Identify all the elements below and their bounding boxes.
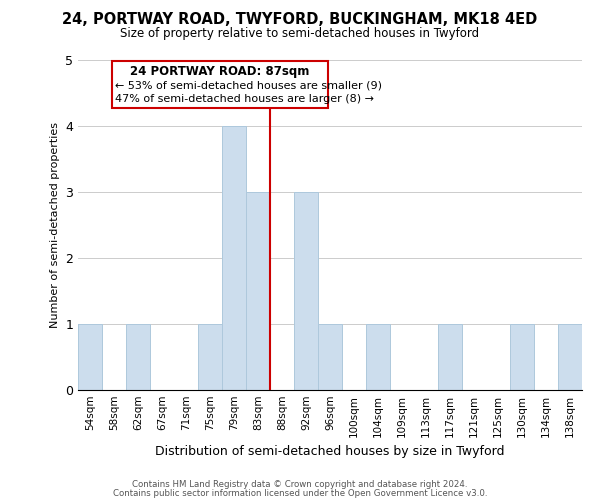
Bar	[438, 324, 462, 390]
Text: ← 53% of semi-detached houses are smaller (9): ← 53% of semi-detached houses are smalle…	[115, 80, 382, 90]
Text: Contains HM Land Registry data © Crown copyright and database right 2024.: Contains HM Land Registry data © Crown c…	[132, 480, 468, 489]
X-axis label: Distribution of semi-detached houses by size in Twyford: Distribution of semi-detached houses by …	[155, 446, 505, 458]
Bar	[318, 324, 342, 390]
Bar	[510, 324, 534, 390]
Text: 47% of semi-detached houses are larger (8) →: 47% of semi-detached houses are larger (…	[115, 94, 374, 104]
Bar	[78, 324, 102, 390]
Bar	[222, 126, 246, 390]
Bar	[294, 192, 318, 390]
Bar	[558, 324, 582, 390]
Text: 24, PORTWAY ROAD, TWYFORD, BUCKINGHAM, MK18 4ED: 24, PORTWAY ROAD, TWYFORD, BUCKINGHAM, M…	[62, 12, 538, 28]
Text: Contains public sector information licensed under the Open Government Licence v3: Contains public sector information licen…	[113, 488, 487, 498]
Bar	[246, 192, 270, 390]
Y-axis label: Number of semi-detached properties: Number of semi-detached properties	[50, 122, 59, 328]
Text: Size of property relative to semi-detached houses in Twyford: Size of property relative to semi-detach…	[121, 28, 479, 40]
Bar	[198, 324, 222, 390]
Text: 24 PORTWAY ROAD: 87sqm: 24 PORTWAY ROAD: 87sqm	[130, 65, 309, 78]
FancyBboxPatch shape	[112, 62, 328, 108]
Bar	[126, 324, 150, 390]
Bar	[366, 324, 390, 390]
